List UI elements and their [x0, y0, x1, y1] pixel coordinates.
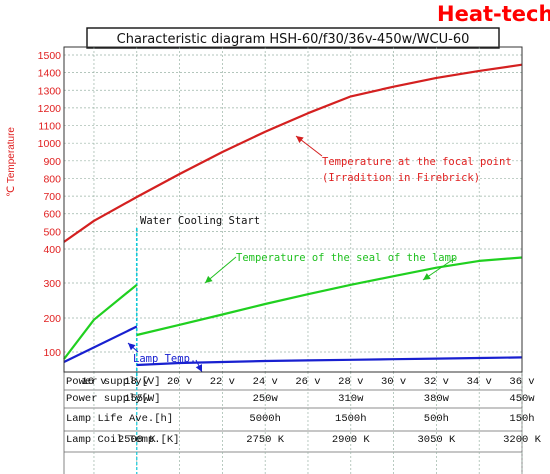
seal-temp-line [63, 283, 138, 360]
table-cell: 3050 K [417, 434, 456, 446]
y-tick-label: 200 [43, 313, 61, 325]
grid-lines [64, 47, 523, 372]
lamp-temp-line-after-cooling [136, 356, 523, 367]
brand-logo-text: Heat-tech [437, 2, 550, 26]
chart-title: Characteristic diagram HSH-60/f30/36v-45… [117, 32, 470, 47]
table-row-header: Lamp Coil Temp.[K] [66, 434, 179, 446]
x-tick-label: 34 v [467, 376, 492, 388]
focal-annotation-line1: Temperature at the focal point [322, 156, 512, 168]
table-cell: 150h [509, 413, 534, 425]
data-table: Power supply[V]16 v 18 v 20 v 22 v 24 v 26 v 2… [63, 371, 542, 474]
x-tick-label: 36 v [509, 376, 534, 388]
lamp-temp-line [63, 325, 138, 363]
table-cell: 1500h [335, 413, 367, 425]
y-tick-label: 100 [43, 347, 61, 359]
seal-arrow-right-head [423, 273, 431, 280]
annotations: Temperature at the focal point (Irraditio… [127, 135, 512, 373]
table-cell: 3200 K [503, 434, 542, 446]
x-tick-label: 32 v [424, 376, 449, 388]
table-cell: 5000h [249, 413, 281, 425]
table-cell: 2900 K [332, 434, 371, 446]
y-tick-label: 1500 [38, 50, 62, 62]
x-tick-label: 30 v [381, 376, 406, 388]
x-tick-label: 24 v [253, 376, 278, 388]
x-tick-label: 20 v [167, 376, 192, 388]
x-tick-label: 22 v [210, 376, 235, 388]
y-tick-label: 1200 [38, 103, 62, 115]
x-tick-label: 26 v [295, 376, 320, 388]
plot-frame [63, 46, 523, 373]
x-axis-header: Power supply[V] [66, 376, 161, 388]
y-tick-label: 900 [43, 156, 61, 168]
table-cell: 450w [509, 393, 535, 405]
lamp-temp-annotation: Lamp Temp. [133, 353, 196, 365]
y-tick-label: 1100 [38, 121, 61, 133]
y-tick-label: 700 [43, 191, 61, 203]
table-cell: 155w [124, 393, 150, 405]
y-tick-label: 1000 [38, 138, 62, 150]
seal-temp-line-after-cooling [136, 256, 523, 337]
table-cell: 2500 K [118, 434, 157, 446]
table-row-header: Power supply[W] [66, 393, 161, 405]
table-cell: 310w [338, 393, 364, 405]
seal-arrow-left-head [205, 275, 213, 283]
y-tick-label: 800 [43, 173, 61, 185]
table-row-header: Lamp Life Ave.[h] [66, 413, 173, 425]
table-cell: 250w [253, 393, 279, 405]
y-tick-label: 600 [43, 209, 61, 221]
focal-point-line [63, 63, 523, 243]
table-cell: 2750 K [246, 434, 285, 446]
x-tick-label: 28 v [338, 376, 363, 388]
y-tick-label: 300 [43, 278, 61, 290]
table-cell: 380w [424, 393, 450, 405]
x-tick-label: 18 v [124, 376, 149, 388]
y-axis-label: ℃ Temperature [6, 127, 17, 197]
x-tick-label: 16 v [81, 376, 106, 388]
lamp-arrow-down-head [195, 364, 202, 372]
focal-arrow-head [296, 136, 304, 144]
y-tick-label: 1300 [38, 85, 62, 97]
seal-annotation: Temperature of the seal of the lamp [236, 252, 457, 264]
y-tick-label: 400 [43, 244, 61, 256]
title-box [86, 27, 500, 49]
focal-annotation-line2: (Irradition in Firebrick) [322, 172, 480, 184]
y-tick-label: 1400 [38, 68, 62, 80]
y-tick-labels: 100 200 300 400 500 600 700 800 900 1000 1100 1200 1… [38, 50, 62, 359]
series-lines [63, 63, 523, 367]
water-cooling-label: Water Cooling Start [140, 215, 260, 227]
y-tick-label: 500 [43, 226, 61, 238]
table-cell: 500h [424, 413, 449, 425]
lamp-arrow-up-head [128, 343, 136, 351]
